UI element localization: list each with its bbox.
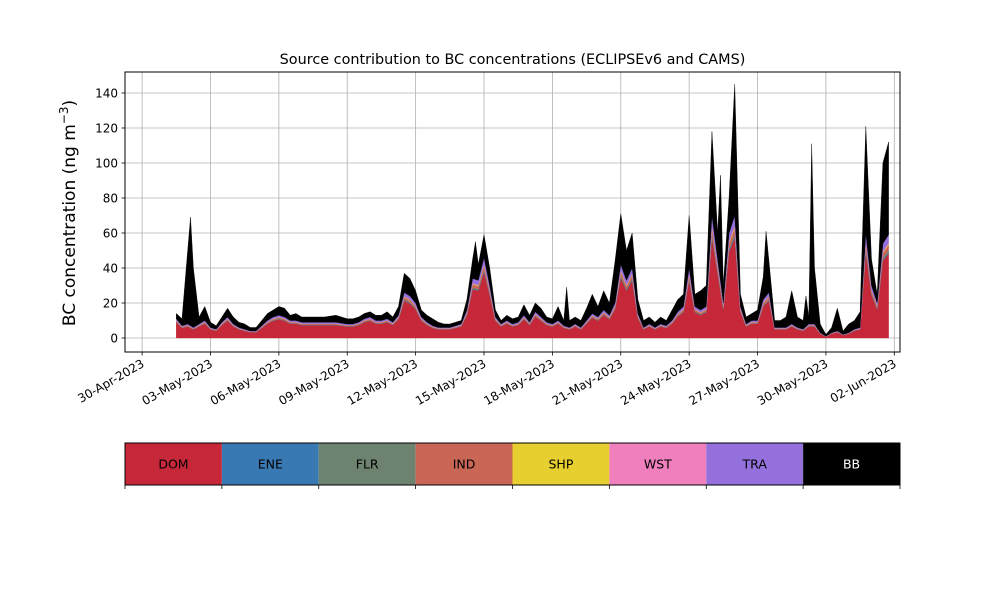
chart-title: Source contribution to BC concentrations… <box>280 52 746 68</box>
y-axis-label: BC concentration (ng m−3) <box>57 100 80 326</box>
legend-label-shp: SHP <box>549 457 574 472</box>
x-tick-label: 12-May-2023 <box>345 356 420 408</box>
legend-label-tra: TRA <box>742 457 768 472</box>
y-tick-label: 40 <box>103 262 118 276</box>
y-axis-label-suffix: ) <box>60 100 80 107</box>
legend-swatch-dom <box>125 443 222 485</box>
legend-label-wst: WST <box>644 457 672 472</box>
y-axis-label-superscript: −3 <box>57 106 71 124</box>
legend-swatch-ind <box>415 443 513 485</box>
y-tick-label: 120 <box>95 122 118 136</box>
area-tra <box>176 215 889 337</box>
legend-swatch-flr <box>318 443 416 485</box>
legend-swatch-ene <box>221 443 319 485</box>
x-tick-label: 15-May-2023 <box>413 356 488 408</box>
x-tick-label: 06-May-2023 <box>208 356 283 408</box>
x-tick-label: 24-May-2023 <box>618 356 693 408</box>
x-tick-label: 03-May-2023 <box>139 356 214 408</box>
x-tick-label: 27-May-2023 <box>687 356 762 408</box>
legend-swatch-tra <box>706 443 804 485</box>
x-tick-label: 21-May-2023 <box>550 356 625 408</box>
y-tick-label: 80 <box>103 192 118 206</box>
area-bb <box>176 84 889 337</box>
x-tick-label: 18-May-2023 <box>481 356 556 408</box>
legend-swatch-wst <box>609 443 707 485</box>
x-tick-label: 30-Apr-2023 <box>75 356 146 405</box>
stacked-areas <box>176 84 889 339</box>
y-tick-label: 20 <box>103 297 118 311</box>
legend-label-ene: ENE <box>258 457 283 472</box>
y-tick-label: 0 <box>110 332 118 346</box>
y-tick-label: 60 <box>103 227 118 241</box>
legend-swatch-bb <box>803 443 900 485</box>
x-tick-label: 09-May-2023 <box>276 356 351 408</box>
x-tick-label: 02-Jun-2023 <box>828 356 899 405</box>
legend-label-bb: BB <box>843 457 860 472</box>
legend-label-dom: DOM <box>158 457 188 472</box>
y-tick-label: 100 <box>95 157 118 171</box>
grid-lines <box>125 72 900 352</box>
legend-label-ind: IND <box>453 457 476 472</box>
axis-ticks: 0 20 40 60 80 100 120 140 30-Apr-202303-May-2023… <box>75 87 898 409</box>
legend-colorbar: DOM ENE FLR IND SHP WST TRA BB <box>124 442 901 489</box>
legend-swatch-shp <box>512 443 610 485</box>
y-axis-label-main: BC concentration (ng m <box>60 124 80 326</box>
plot-frame <box>124 71 901 353</box>
legend-label-flr: FLR <box>356 457 379 472</box>
x-tick-label: 30-May-2023 <box>755 356 830 408</box>
y-tick-label: 140 <box>95 87 118 101</box>
